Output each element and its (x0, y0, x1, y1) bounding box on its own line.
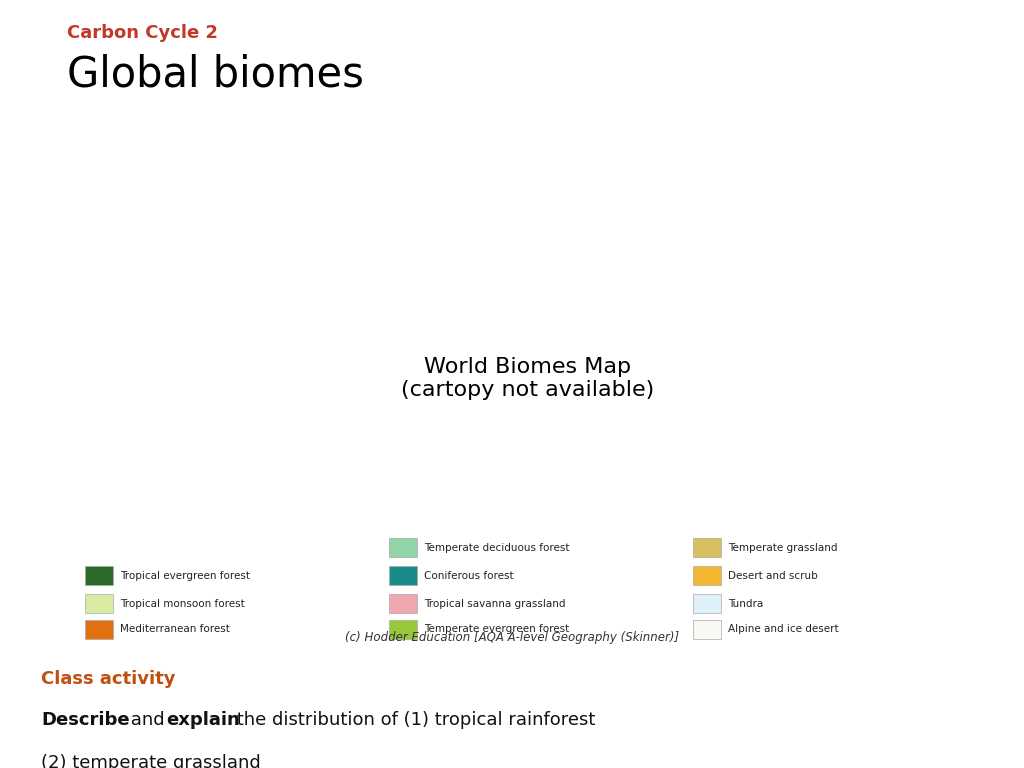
Bar (389, 594, 417, 614)
Text: and: and (125, 711, 170, 729)
Bar (693, 538, 721, 558)
Text: the distribution of (1) tropical rainforest: the distribution of (1) tropical rainfor… (231, 711, 596, 729)
Text: explain: explain (166, 711, 240, 729)
Text: Desert and scrub: Desert and scrub (728, 571, 818, 581)
Text: (2) temperate grassland: (2) temperate grassland (41, 753, 261, 768)
Text: Tropical savanna grassland: Tropical savanna grassland (424, 598, 565, 609)
Text: Mediterranean forest: Mediterranean forest (120, 624, 229, 634)
Text: Describe: Describe (41, 711, 130, 729)
Bar (389, 620, 417, 639)
Text: Temperate evergreen forest: Temperate evergreen forest (424, 624, 569, 634)
Bar (85, 620, 113, 639)
Bar (389, 566, 417, 585)
Text: Tundra: Tundra (728, 598, 764, 609)
Bar (85, 594, 113, 614)
Text: Tropical evergreen forest: Tropical evergreen forest (120, 571, 250, 581)
Text: Carbon Cycle 2: Carbon Cycle 2 (67, 25, 217, 42)
Text: Temperate grassland: Temperate grassland (728, 543, 838, 553)
Text: Global biomes: Global biomes (67, 54, 364, 95)
Text: (c) Hodder Education [AQA A-level Geography (Skinner)]: (c) Hodder Education [AQA A-level Geogra… (345, 631, 679, 644)
Bar (693, 594, 721, 614)
Bar (389, 538, 417, 558)
Bar (693, 620, 721, 639)
Text: World Biomes Map
(cartopy not available): World Biomes Map (cartopy not available) (400, 356, 654, 400)
Text: Temperate deciduous forest: Temperate deciduous forest (424, 543, 569, 553)
Text: Alpine and ice desert: Alpine and ice desert (728, 624, 839, 634)
Bar (693, 566, 721, 585)
Text: Coniferous forest: Coniferous forest (424, 571, 514, 581)
Bar (85, 566, 113, 585)
Text: Tropical monsoon forest: Tropical monsoon forest (120, 598, 245, 609)
Text: Class activity: Class activity (41, 670, 175, 688)
